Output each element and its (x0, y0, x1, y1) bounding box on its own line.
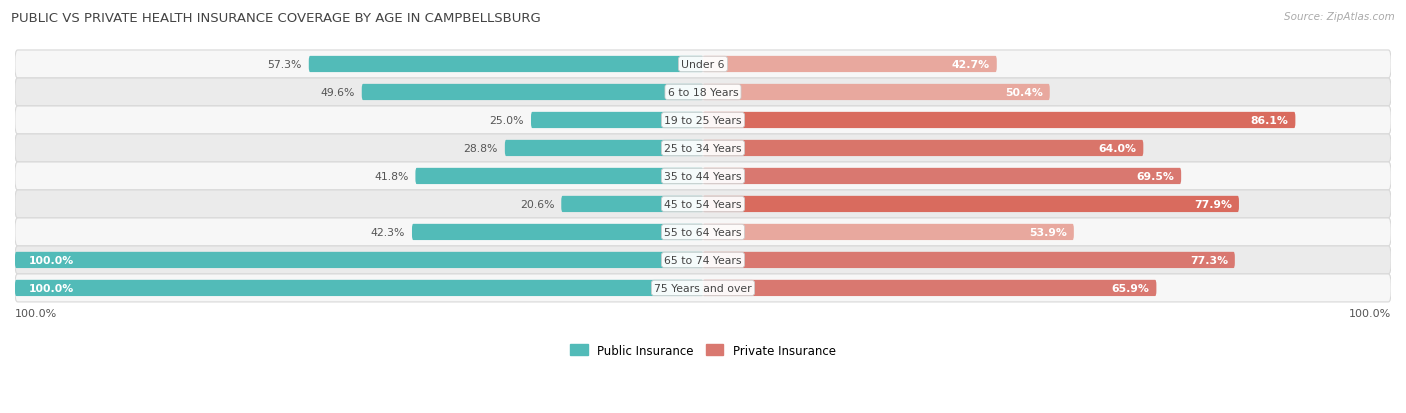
Text: 65.9%: 65.9% (1112, 283, 1150, 293)
FancyBboxPatch shape (15, 280, 703, 297)
Text: 86.1%: 86.1% (1250, 116, 1288, 126)
Text: 100.0%: 100.0% (28, 255, 75, 265)
Text: 45 to 54 Years: 45 to 54 Years (664, 199, 742, 209)
FancyBboxPatch shape (15, 135, 1391, 163)
FancyBboxPatch shape (15, 190, 1391, 218)
FancyBboxPatch shape (15, 107, 1391, 135)
FancyBboxPatch shape (703, 85, 1050, 101)
Text: 100.0%: 100.0% (28, 283, 75, 293)
Text: 19 to 25 Years: 19 to 25 Years (664, 116, 742, 126)
FancyBboxPatch shape (15, 51, 1391, 79)
FancyBboxPatch shape (703, 140, 1143, 157)
Text: 65 to 74 Years: 65 to 74 Years (664, 255, 742, 265)
Text: PUBLIC VS PRIVATE HEALTH INSURANCE COVERAGE BY AGE IN CAMPBELLSBURG: PUBLIC VS PRIVATE HEALTH INSURANCE COVER… (11, 12, 541, 25)
Text: 69.5%: 69.5% (1136, 171, 1174, 182)
Text: 42.3%: 42.3% (371, 228, 405, 237)
Text: 20.6%: 20.6% (520, 199, 554, 209)
FancyBboxPatch shape (15, 246, 1391, 274)
Text: 75 Years and over: 75 Years and over (654, 283, 752, 293)
FancyBboxPatch shape (415, 169, 703, 185)
Text: 100.0%: 100.0% (1348, 309, 1391, 318)
Text: 25 to 34 Years: 25 to 34 Years (664, 144, 742, 154)
FancyBboxPatch shape (703, 113, 1295, 129)
FancyBboxPatch shape (15, 218, 1391, 246)
Text: 64.0%: 64.0% (1098, 144, 1136, 154)
Text: 50.4%: 50.4% (1005, 88, 1043, 98)
Text: 77.3%: 77.3% (1189, 255, 1227, 265)
FancyBboxPatch shape (703, 224, 1074, 240)
Text: 42.7%: 42.7% (952, 60, 990, 70)
Text: Source: ZipAtlas.com: Source: ZipAtlas.com (1284, 12, 1395, 22)
Text: 6 to 18 Years: 6 to 18 Years (668, 88, 738, 98)
FancyBboxPatch shape (703, 196, 1239, 213)
Text: 100.0%: 100.0% (15, 309, 58, 318)
Text: 55 to 64 Years: 55 to 64 Years (664, 228, 742, 237)
Text: 53.9%: 53.9% (1029, 228, 1067, 237)
Text: 77.9%: 77.9% (1194, 199, 1232, 209)
FancyBboxPatch shape (15, 274, 1391, 302)
FancyBboxPatch shape (531, 113, 703, 129)
Text: 35 to 44 Years: 35 to 44 Years (664, 171, 742, 182)
FancyBboxPatch shape (561, 196, 703, 213)
FancyBboxPatch shape (309, 57, 703, 73)
FancyBboxPatch shape (15, 252, 703, 268)
FancyBboxPatch shape (703, 57, 997, 73)
Text: 25.0%: 25.0% (489, 116, 524, 126)
FancyBboxPatch shape (15, 79, 1391, 107)
FancyBboxPatch shape (412, 224, 703, 240)
Text: Under 6: Under 6 (682, 60, 724, 70)
Text: 57.3%: 57.3% (267, 60, 302, 70)
Text: 28.8%: 28.8% (464, 144, 498, 154)
Text: 49.6%: 49.6% (321, 88, 354, 98)
FancyBboxPatch shape (505, 140, 703, 157)
FancyBboxPatch shape (703, 280, 1156, 297)
Legend: Public Insurance, Private Insurance: Public Insurance, Private Insurance (565, 339, 841, 362)
Text: 41.8%: 41.8% (374, 171, 409, 182)
FancyBboxPatch shape (15, 163, 1391, 190)
FancyBboxPatch shape (703, 169, 1181, 185)
FancyBboxPatch shape (703, 252, 1234, 268)
FancyBboxPatch shape (361, 85, 703, 101)
